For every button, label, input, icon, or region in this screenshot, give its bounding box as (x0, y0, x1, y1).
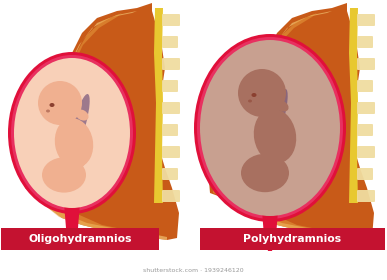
Circle shape (38, 81, 82, 125)
Circle shape (238, 69, 286, 117)
Ellipse shape (75, 109, 89, 121)
Polygon shape (349, 8, 358, 203)
FancyBboxPatch shape (357, 190, 375, 202)
Ellipse shape (241, 154, 289, 192)
FancyBboxPatch shape (357, 14, 375, 26)
Text: shutterstock.com · 1939246120: shutterstock.com · 1939246120 (143, 269, 243, 274)
Polygon shape (262, 211, 278, 251)
FancyBboxPatch shape (357, 146, 375, 158)
Text: Oligohydramnios: Oligohydramnios (28, 234, 132, 244)
Ellipse shape (254, 109, 296, 163)
Ellipse shape (266, 151, 284, 164)
Ellipse shape (194, 34, 346, 222)
FancyBboxPatch shape (162, 146, 180, 158)
FancyBboxPatch shape (1, 228, 159, 250)
Ellipse shape (276, 101, 289, 111)
FancyBboxPatch shape (162, 124, 178, 136)
FancyBboxPatch shape (357, 58, 375, 70)
Ellipse shape (200, 40, 340, 216)
Polygon shape (64, 203, 80, 243)
Polygon shape (25, 11, 167, 240)
FancyBboxPatch shape (162, 58, 180, 70)
Ellipse shape (268, 89, 288, 147)
FancyBboxPatch shape (162, 102, 180, 114)
Polygon shape (210, 11, 362, 240)
Ellipse shape (197, 37, 343, 219)
FancyBboxPatch shape (357, 168, 373, 180)
Ellipse shape (55, 118, 93, 168)
Text: Polyhydramnios: Polyhydramnios (243, 234, 342, 244)
FancyBboxPatch shape (162, 14, 180, 26)
Ellipse shape (50, 103, 55, 107)
Polygon shape (205, 3, 374, 240)
Ellipse shape (70, 94, 90, 152)
FancyBboxPatch shape (357, 102, 375, 114)
Polygon shape (20, 3, 179, 240)
FancyBboxPatch shape (162, 168, 178, 180)
Polygon shape (25, 13, 132, 235)
Ellipse shape (252, 93, 257, 97)
FancyBboxPatch shape (162, 80, 178, 92)
FancyBboxPatch shape (200, 228, 385, 250)
FancyBboxPatch shape (162, 190, 180, 202)
Ellipse shape (42, 157, 86, 193)
Ellipse shape (220, 63, 320, 193)
Polygon shape (210, 13, 327, 235)
FancyBboxPatch shape (162, 36, 178, 48)
Ellipse shape (248, 99, 252, 102)
FancyBboxPatch shape (357, 124, 373, 136)
Ellipse shape (14, 58, 130, 208)
Ellipse shape (46, 109, 50, 113)
FancyBboxPatch shape (357, 80, 373, 92)
Ellipse shape (8, 52, 136, 214)
Ellipse shape (11, 55, 133, 211)
Polygon shape (154, 8, 163, 203)
FancyBboxPatch shape (357, 36, 373, 48)
Ellipse shape (68, 157, 86, 169)
